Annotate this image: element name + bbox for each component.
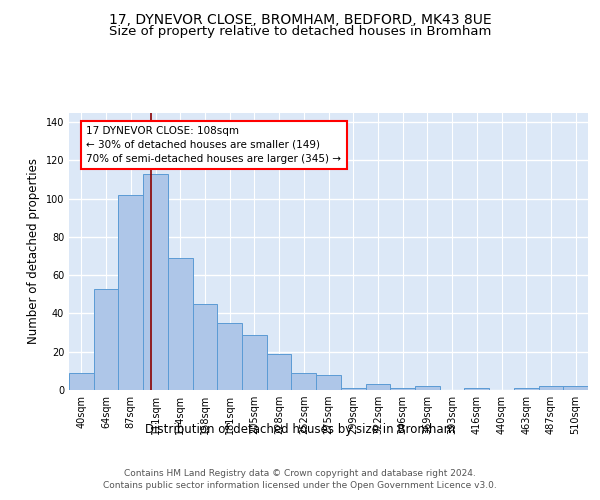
Bar (69, 373, 94, 390)
Bar (143, 174, 168, 390)
Bar (514, 388, 539, 390)
Bar (341, 388, 365, 390)
Text: Contains public sector information licensed under the Open Government Licence v3: Contains public sector information licen… (103, 481, 497, 490)
Bar (539, 386, 563, 390)
Bar (316, 374, 341, 390)
Bar (415, 386, 440, 390)
Bar (168, 258, 193, 390)
Bar (118, 195, 143, 390)
Bar (193, 304, 217, 390)
Y-axis label: Number of detached properties: Number of detached properties (27, 158, 40, 344)
Text: Distribution of detached houses by size in Bromham: Distribution of detached houses by size … (145, 422, 455, 436)
Bar (390, 388, 415, 390)
Bar (464, 388, 489, 390)
Bar (292, 373, 316, 390)
Bar (365, 384, 390, 390)
Bar (94, 288, 118, 390)
Text: Contains HM Land Registry data © Crown copyright and database right 2024.: Contains HM Land Registry data © Crown c… (124, 469, 476, 478)
Bar (267, 354, 292, 390)
Bar (217, 323, 242, 390)
Bar (242, 334, 267, 390)
Text: 17 DYNEVOR CLOSE: 108sqm
← 30% of detached houses are smaller (149)
70% of semi-: 17 DYNEVOR CLOSE: 108sqm ← 30% of detach… (86, 126, 341, 164)
Bar (563, 386, 588, 390)
Text: 17, DYNEVOR CLOSE, BROMHAM, BEDFORD, MK43 8UE: 17, DYNEVOR CLOSE, BROMHAM, BEDFORD, MK4… (109, 12, 491, 26)
Text: Size of property relative to detached houses in Bromham: Size of property relative to detached ho… (109, 25, 491, 38)
